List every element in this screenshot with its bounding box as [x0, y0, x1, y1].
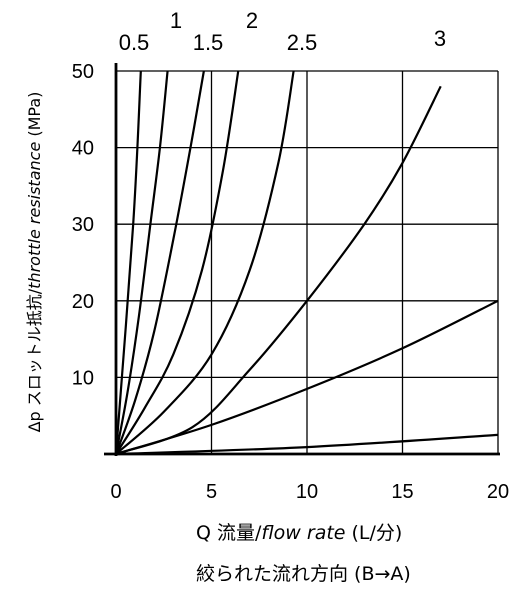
series-curve-1 [114, 70, 169, 455]
flow-direction-note: 絞られた流れ方向 (B→A) [196, 563, 411, 585]
y-axis-title-prefix: Δp スロットル抵抗/ [25, 288, 44, 432]
y-tick-label: 30 [72, 214, 94, 236]
curve-label-2: 1.5 [193, 30, 224, 55]
y-axis-title: Δp スロットル抵抗/throttle resistance (MPa) [25, 92, 44, 433]
series-curve-2 [114, 70, 205, 455]
x-tick-label: 10 [296, 481, 318, 503]
curve-label-5: 3 [434, 26, 446, 51]
grid-lines [116, 70, 499, 454]
x-tick-label: 5 [206, 481, 217, 503]
x-axis-title: Q 流量/flow rate (L/分) [196, 522, 402, 544]
series-curve-3 [115, 70, 240, 455]
y-tick-label: 10 [72, 367, 94, 389]
curve-label-3: 2 [246, 8, 258, 33]
series-curve-5 [115, 85, 442, 456]
series-curve-6 [115, 299, 499, 456]
y-axis-title-italic: throttle resistance [25, 142, 44, 289]
curve-label-0: 0.5 [119, 30, 150, 55]
y-tick-label: 50 [72, 61, 94, 83]
y-axis-title-suffix: (MPa) [25, 92, 44, 142]
y-tick-label: 20 [72, 291, 94, 313]
tick-labels: 0 5 10 15 20 10 20 30 40 50 [72, 61, 509, 503]
series-curve-7 [115, 433, 499, 456]
series-curve-0 [114, 70, 142, 455]
x-axis-title-prefix: Q 流量/ [196, 522, 262, 544]
y-tick-label: 40 [72, 138, 94, 160]
series-curve-4 [115, 70, 295, 455]
curve-labels: 0.5 1 1.5 2 2.5 3 [119, 8, 446, 55]
curve-label-4: 2.5 [287, 30, 318, 55]
x-tick-label: 20 [487, 481, 509, 503]
axes [104, 63, 500, 456]
curve-label-1: 1 [170, 8, 182, 33]
x-tick-label: 15 [391, 481, 413, 503]
x-tick-label: 0 [110, 481, 121, 503]
series-curves [114, 70, 499, 456]
x-axis-title-suffix: (L/分) [345, 522, 402, 544]
x-axis-title-italic: flow rate [261, 522, 345, 544]
